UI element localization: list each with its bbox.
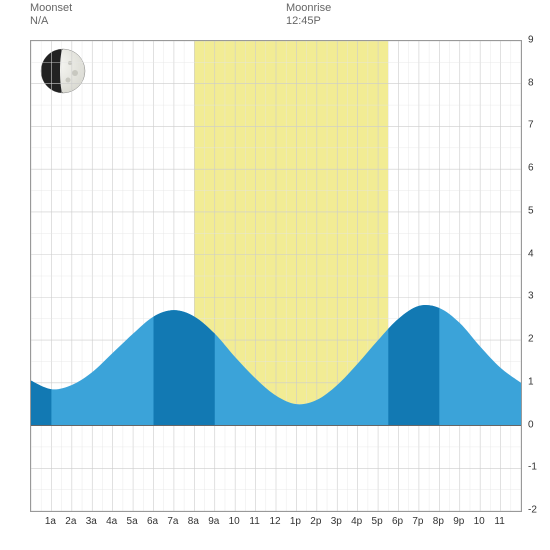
x-tick-label: 5a xyxy=(127,516,138,527)
x-tick-label: 1a xyxy=(45,516,56,527)
x-tick-label: 12 xyxy=(269,516,280,527)
x-tick-label: 6a xyxy=(147,516,158,527)
x-tick-label: 2a xyxy=(65,516,76,527)
moonrise-value: 12:45P xyxy=(286,15,321,27)
x-tick-label: 5p xyxy=(372,516,383,527)
x-tick-label: 4p xyxy=(351,516,362,527)
tide-chart-svg xyxy=(31,41,521,511)
moonrise-label: Moonrise xyxy=(286,2,331,14)
x-tick-label: 7a xyxy=(167,516,178,527)
y-tick-label: 2 xyxy=(528,334,534,345)
x-tick-label: 10 xyxy=(229,516,240,527)
x-tick-label: 3a xyxy=(86,516,97,527)
y-tick-label: 6 xyxy=(528,163,534,174)
x-tick-label: 9a xyxy=(208,516,219,527)
y-tick-label: 1 xyxy=(528,376,534,387)
y-tick-label: 7 xyxy=(528,120,534,131)
tide-chart-container: Moonset N/A Moonrise 12:45P 1a 2a 3a 4a 5a 6a… xyxy=(0,0,550,550)
y-tick-label: -2 xyxy=(528,505,537,516)
y-tick-label: 5 xyxy=(528,205,534,216)
x-tick-label: 8a xyxy=(188,516,199,527)
y-tick-label: 8 xyxy=(528,77,534,88)
x-tick-label: 6p xyxy=(392,516,403,527)
x-tick-label: 9p xyxy=(453,516,464,527)
y-tick-label: -1 xyxy=(528,462,537,473)
moonset-label: Moonset xyxy=(30,2,72,14)
moonset-value: N/A xyxy=(30,15,48,27)
x-tick-label: 1p xyxy=(290,516,301,527)
x-tick-label: 4a xyxy=(106,516,117,527)
y-tick-label: 3 xyxy=(528,291,534,302)
x-tick-label: 7p xyxy=(412,516,423,527)
y-tick-label: 9 xyxy=(528,35,534,46)
y-tick-label: 0 xyxy=(528,419,534,430)
x-tick-label: 3p xyxy=(331,516,342,527)
x-tick-label: 11 xyxy=(249,516,259,527)
x-tick-label: 11 xyxy=(494,516,504,527)
x-tick-label: 10 xyxy=(474,516,485,527)
y-tick-label: 4 xyxy=(528,248,534,259)
x-tick-label: 8p xyxy=(433,516,444,527)
x-tick-label: 2p xyxy=(310,516,321,527)
plot-area xyxy=(30,40,522,512)
